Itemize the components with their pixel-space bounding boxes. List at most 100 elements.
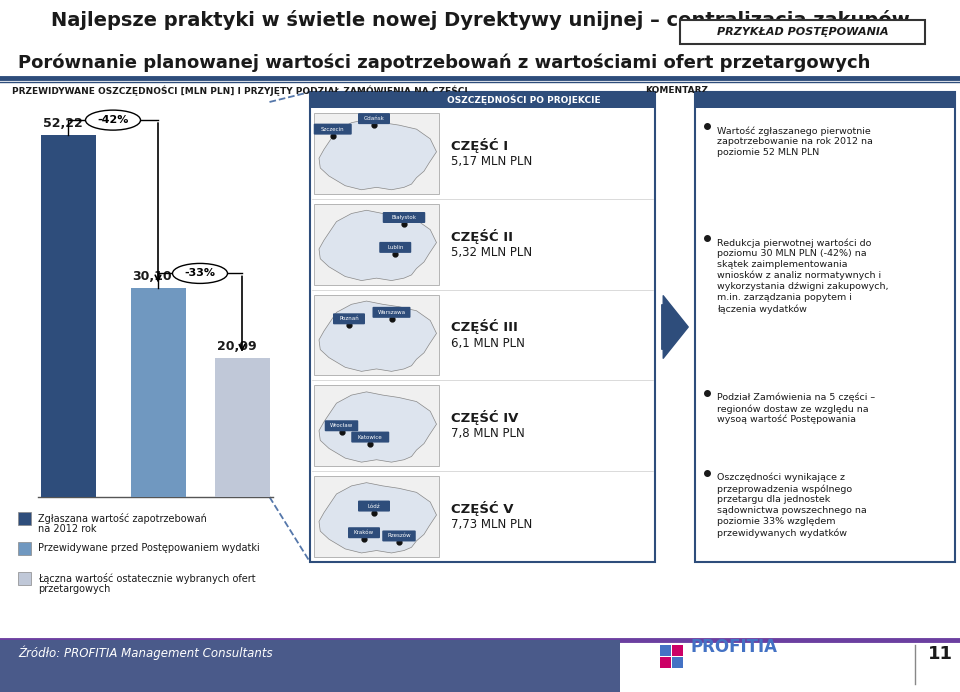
Text: Podział Zamówienia na 5 części –: Podział Zamówienia na 5 części – bbox=[717, 393, 876, 403]
Bar bbox=[214, 358, 270, 497]
FancyBboxPatch shape bbox=[382, 531, 416, 541]
Bar bbox=[314, 385, 439, 466]
Bar bbox=[310, 92, 655, 108]
Bar bbox=[314, 113, 439, 194]
Bar bbox=[18, 542, 31, 555]
Ellipse shape bbox=[173, 264, 228, 284]
Text: Zgłaszana wartość zapotrzebowań: Zgłaszana wartość zapotrzebowań bbox=[38, 513, 206, 524]
Text: PRZYKŁAD POSTĘPOWANIA: PRZYKŁAD POSTĘPOWANIA bbox=[717, 27, 888, 37]
Text: Łączna wartość ostatecznie wybranych ofert: Łączna wartość ostatecznie wybranych ofe… bbox=[38, 573, 255, 584]
Text: 7,8 MLN PLN: 7,8 MLN PLN bbox=[451, 427, 525, 440]
Polygon shape bbox=[319, 392, 437, 462]
Bar bbox=[680, 20, 925, 44]
Polygon shape bbox=[319, 120, 437, 190]
FancyBboxPatch shape bbox=[351, 432, 389, 443]
Text: wykorzystania dźwigni zakupowych,: wykorzystania dźwigni zakupowych, bbox=[717, 282, 889, 291]
Text: Wrocław: Wrocław bbox=[330, 424, 353, 428]
Text: Warszawa: Warszawa bbox=[377, 310, 405, 315]
Polygon shape bbox=[319, 210, 437, 280]
Polygon shape bbox=[319, 301, 437, 372]
Bar bbox=[310, 92, 655, 562]
Bar bbox=[18, 512, 31, 525]
Text: przetargu dla jednostek: przetargu dla jednostek bbox=[717, 495, 830, 504]
FancyBboxPatch shape bbox=[348, 527, 380, 538]
Text: na 2012 rok: na 2012 rok bbox=[38, 524, 97, 534]
Text: Kraków: Kraków bbox=[354, 530, 374, 535]
Text: poziomie 33% względem: poziomie 33% względem bbox=[717, 517, 835, 526]
Text: CZĘŚĆ I: CZĘŚĆ I bbox=[451, 138, 508, 153]
Text: Najlepsze praktyki w świetle nowej Dyrektywy unijnej – centralizacja zakupów: Najlepsze praktyki w świetle nowej Dyrek… bbox=[51, 10, 909, 30]
Bar bbox=[314, 295, 439, 375]
FancyBboxPatch shape bbox=[358, 113, 390, 124]
Text: poziomie 52 MLN PLN: poziomie 52 MLN PLN bbox=[717, 148, 819, 157]
Text: Poznań: Poznań bbox=[339, 316, 359, 321]
Text: OSZCZĘDNOŚCI PO PROJEKCIE: OSZCZĘDNOŚCI PO PROJEKCIE bbox=[447, 95, 601, 105]
Text: 20,09: 20,09 bbox=[217, 340, 256, 353]
Text: Porównanie planowanej wartości zapotrzebowań z wartościami ofert przetargowych: Porównanie planowanej wartości zapotrzeb… bbox=[18, 54, 871, 73]
Text: 5,17 MLN PLN: 5,17 MLN PLN bbox=[451, 155, 532, 168]
Bar bbox=[40, 135, 95, 497]
Text: przetargowych: przetargowych bbox=[38, 584, 110, 594]
Bar bbox=[695, 92, 955, 108]
Text: Szczecin: Szczecin bbox=[321, 127, 345, 131]
Text: Katowice: Katowice bbox=[358, 435, 383, 439]
Text: 30,10: 30,10 bbox=[132, 271, 172, 284]
Text: wysoą wartość Postępowania: wysoą wartość Postępowania bbox=[717, 415, 856, 424]
Text: CZĘŚĆ IV: CZĘŚĆ IV bbox=[451, 410, 518, 426]
Text: Lublin: Lublin bbox=[387, 245, 403, 250]
FancyBboxPatch shape bbox=[372, 307, 411, 318]
FancyBboxPatch shape bbox=[358, 500, 390, 511]
Ellipse shape bbox=[85, 110, 140, 130]
Text: Gdańsk: Gdańsk bbox=[364, 116, 384, 121]
FancyBboxPatch shape bbox=[383, 212, 425, 223]
Bar bbox=[672, 657, 683, 668]
Text: m.in. zarządzania popytem i: m.in. zarządzania popytem i bbox=[717, 293, 852, 302]
Text: wniosków z analiz normatywnych i: wniosków z analiz normatywnych i bbox=[717, 271, 881, 280]
Text: -33%: -33% bbox=[184, 268, 215, 278]
Bar bbox=[314, 476, 439, 557]
Bar bbox=[660, 657, 671, 668]
Text: PROFITIA: PROFITIA bbox=[690, 638, 777, 656]
Bar bbox=[131, 289, 185, 497]
Text: 52,22: 52,22 bbox=[42, 117, 83, 130]
Text: Białystok: Białystok bbox=[392, 215, 417, 220]
Bar bbox=[660, 645, 671, 656]
Bar bbox=[18, 572, 31, 585]
FancyBboxPatch shape bbox=[324, 420, 358, 431]
Text: zapotrzebowanie na rok 2012 na: zapotrzebowanie na rok 2012 na bbox=[717, 137, 873, 146]
Bar bbox=[0, 640, 620, 692]
Text: Wartość zgłaszanego pierwotnie: Wartość zgłaszanego pierwotnie bbox=[717, 126, 871, 136]
Text: PRZEWIDYWANE OSZCZĘDNOŚCI [MLN PLN] I PRZYJĘTY PODZIAŁ ZAMÓWIENIA NA CZĘŚCI: PRZEWIDYWANE OSZCZĘDNOŚCI [MLN PLN] I PR… bbox=[12, 86, 468, 96]
Bar bbox=[672, 645, 683, 656]
Text: CZĘŚĆ V: CZĘŚĆ V bbox=[451, 501, 514, 516]
Text: 7,73 MLN PLN: 7,73 MLN PLN bbox=[451, 518, 532, 531]
Text: Źródło: PROFITIA Management Consultants: Źródło: PROFITIA Management Consultants bbox=[18, 645, 273, 659]
Text: sądownictwa powszechnego na: sądownictwa powszechnego na bbox=[717, 506, 867, 515]
Polygon shape bbox=[319, 482, 437, 553]
Text: -42%: -42% bbox=[97, 115, 129, 125]
Text: Redukcja pierwotnej wartości do: Redukcja pierwotnej wartości do bbox=[717, 238, 872, 248]
FancyBboxPatch shape bbox=[314, 124, 351, 135]
Text: Lódź: Lódź bbox=[368, 504, 380, 509]
Text: Oszczędności wynikające z: Oszczędności wynikające z bbox=[717, 473, 845, 482]
Text: 6,1 MLN PLN: 6,1 MLN PLN bbox=[451, 336, 525, 349]
FancyBboxPatch shape bbox=[333, 313, 365, 325]
Text: 11: 11 bbox=[927, 645, 952, 663]
Text: poziomu 30 MLN PLN (-42%) na: poziomu 30 MLN PLN (-42%) na bbox=[717, 249, 867, 258]
Text: 5,32 MLN PLN: 5,32 MLN PLN bbox=[451, 246, 532, 259]
Text: skątek zaimplementowania: skątek zaimplementowania bbox=[717, 260, 848, 269]
FancyArrowPatch shape bbox=[661, 295, 688, 358]
Text: Przewidywane przed Postępowaniem wydatki: Przewidywane przed Postępowaniem wydatki bbox=[38, 543, 260, 553]
Text: CZĘŚĆ III: CZĘŚĆ III bbox=[451, 320, 517, 334]
Text: KOMENTARZ: KOMENTARZ bbox=[645, 86, 708, 95]
Text: łączenia wydatków: łączenia wydatków bbox=[717, 304, 806, 313]
Bar bbox=[314, 204, 439, 284]
FancyBboxPatch shape bbox=[379, 242, 411, 253]
Text: przeprowadzenia wspólnego: przeprowadzenia wspólnego bbox=[717, 484, 852, 493]
Text: Rzeszów: Rzeszów bbox=[387, 534, 411, 538]
Text: CZĘŚĆ II: CZĘŚĆ II bbox=[451, 228, 513, 244]
Text: przewidywanych wydatków: przewidywanych wydatków bbox=[717, 528, 847, 538]
Bar bbox=[0, 640, 960, 692]
Text: regionów dostaw ze względu na: regionów dostaw ze względu na bbox=[717, 404, 869, 414]
Bar bbox=[695, 92, 955, 562]
